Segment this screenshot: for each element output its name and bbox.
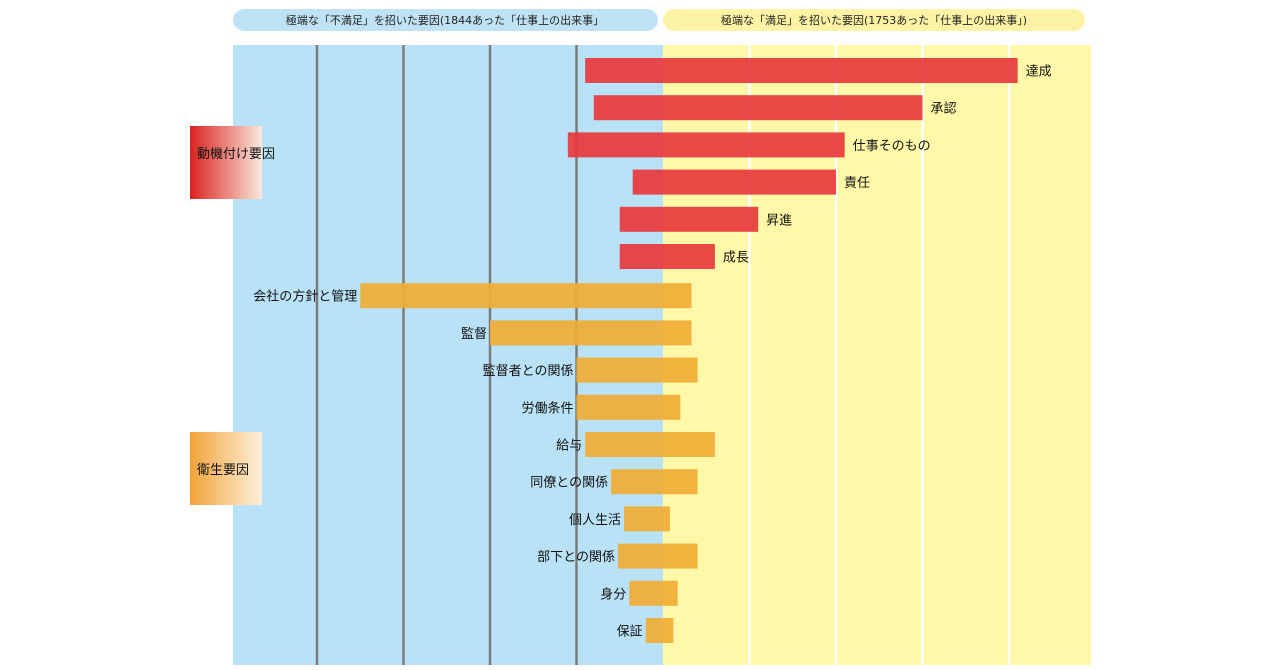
bar-監督者との関係	[576, 357, 698, 383]
bar-給与	[585, 432, 715, 457]
bar-達成	[585, 58, 1018, 83]
hygiene-group-label: 衛生要因	[197, 463, 249, 478]
category-label: 会社の方針と管理	[253, 289, 357, 305]
bar-同僚との関係	[611, 469, 698, 495]
bars	[360, 58, 1018, 643]
header-right-pill	[663, 9, 1085, 31]
header-left-pill	[233, 9, 658, 31]
category-label: 身分	[600, 586, 626, 602]
bar-会社の方針と管理	[360, 283, 692, 309]
bar-労働条件	[576, 394, 681, 420]
bar-部下との関係	[618, 543, 698, 569]
category-label: 労働条件	[521, 400, 573, 416]
motivator-group-label: 動機付け要因	[197, 147, 275, 162]
category-label: 承認	[931, 101, 957, 117]
category-label: 責任	[844, 176, 870, 191]
bar-個人生活	[624, 506, 670, 532]
category-label: 個人生活	[569, 513, 621, 528]
category-label: 給与	[556, 439, 582, 454]
bar-身分	[629, 580, 678, 606]
category-label: 成長	[723, 251, 749, 266]
header-left-text: 極端な「不満足」を招いた要因(1844あった「仕事上の出来事」	[286, 13, 604, 27]
bar-承認	[593, 95, 923, 121]
bar-labels: 達成承認仕事そのもの責任昇進成長会社の方針と管理監督監督者との関係労働条件給与同…	[253, 65, 1051, 640]
bar-責任	[632, 169, 836, 195]
category-label: 同僚との関係	[530, 476, 608, 491]
category-label: 仕事そのもの	[853, 139, 931, 154]
hygiene-group-box	[190, 432, 262, 505]
category-label: 保証	[617, 625, 643, 640]
bar-保証	[645, 618, 674, 643]
bar-成長	[619, 244, 715, 269]
category-label: 監督	[461, 326, 487, 342]
header-right-text: 極端な「満足」を招いた要因(1753あった「仕事上の出来事」)	[721, 13, 1027, 27]
category-label: 部下との関係	[537, 550, 615, 565]
bar-昇進	[619, 206, 759, 232]
bar-仕事そのもの	[567, 132, 845, 158]
category-label: 昇進	[766, 213, 792, 228]
category-label: 達成	[1026, 65, 1052, 80]
motivator-group-box	[190, 126, 262, 199]
bar-監督	[490, 320, 692, 346]
category-label: 監督者との関係	[483, 363, 574, 379]
